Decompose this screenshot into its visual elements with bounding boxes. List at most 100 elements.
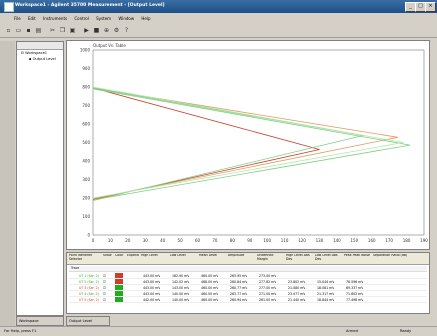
workspace-tree: ⊟ Workspace1 ▪ Output Level <box>16 41 64 316</box>
show-checkbox[interactable]: ☑ <box>103 280 106 284</box>
grid-column-header[interactable]: Mean Level <box>199 254 218 257</box>
table-cell: 71.802 mV <box>346 292 364 296</box>
menu-control[interactable]: Control <box>74 16 89 21</box>
y-tick-label: 400 <box>82 158 90 163</box>
table-cell: 142.02 mV <box>172 280 190 284</box>
table-row[interactable]: UT 1 (Ser. 2) ☑ 443.00 mV 182.90 mV 460.00 m… <box>69 273 427 279</box>
table-row[interactable]: UT 2 (Ser. 2) ☑ 443.00 mV 142.02 mV 468.00 m… <box>69 279 427 285</box>
x-tick-label: 100 <box>263 238 271 243</box>
menu-window[interactable]: Window <box>118 16 135 21</box>
grid-column-header[interactable]: Peak Peak Noise <box>344 254 371 257</box>
tree-root-label: Workspace1 <box>25 51 48 55</box>
grid-column-header[interactable]: Separation Ratio (dB) <box>373 254 408 257</box>
color-swatch[interactable] <box>115 279 123 284</box>
left-dock-strip <box>0 41 15 326</box>
table-cell: 273.00 mV <box>259 274 277 278</box>
settings-icon[interactable]: ⚙ <box>113 27 120 34</box>
x-tick-label: 180 <box>403 238 411 243</box>
menu-edit[interactable]: Edit <box>27 16 36 21</box>
save-icon[interactable]: ▪ <box>26 27 31 34</box>
y-tick-label: 200 <box>82 195 90 200</box>
table-cell: 140.00 mV <box>172 292 190 296</box>
color-swatch[interactable] <box>115 291 123 296</box>
status-help-text: For Help, press F1 <box>4 329 37 333</box>
table-cell: 23.802 mV <box>288 280 306 284</box>
menu-file[interactable]: File <box>14 16 21 21</box>
table-cell: 15.044 mV <box>317 280 335 284</box>
open-icon[interactable]: ▭ <box>15 27 22 34</box>
row-identifier: UT 2 (Ser. 2) <box>79 280 99 284</box>
x-tick-label: 160 <box>368 238 376 243</box>
grid-column-header[interactable]: Low Level Abs Dev <box>315 254 338 261</box>
menu-system[interactable]: System <box>96 16 112 21</box>
help-icon[interactable]: ? <box>124 27 129 34</box>
new-icon[interactable]: ▫ <box>6 27 11 34</box>
tab-workspace[interactable]: Workspace <box>16 316 64 326</box>
table-row[interactable]: UT 4 (Ser. 2) ☑ 443.00 mV 140.00 mV 460.00 m… <box>69 291 427 297</box>
status-ready: Ready <box>400 329 412 333</box>
grid-column-header[interactable]: High Level Abs Dev <box>286 254 310 261</box>
table-cell: 460.00 mV <box>201 274 219 278</box>
status-armed: Armed <box>346 329 358 333</box>
color-swatch[interactable] <box>115 297 123 302</box>
table-cell: 182.90 mV <box>172 274 190 278</box>
show-checkbox[interactable]: ☑ <box>103 286 106 290</box>
output-level-chart: Output Vs. Table 0 10 20 30 40 50 60 70 80 90 100 1… <box>80 43 428 243</box>
zoom-icon[interactable]: ⊕ <box>103 27 110 34</box>
table-cell: 277.82 mV <box>259 280 277 284</box>
x-tick-label: 110 <box>281 238 289 243</box>
menu-instruments[interactable]: Instruments <box>43 16 68 21</box>
tree-item-output-level[interactable]: ▪ Output Level <box>29 57 56 61</box>
grid-group-label: Trace <box>71 266 80 270</box>
color-swatch[interactable] <box>115 285 123 290</box>
table-cell: 460.00 mV <box>201 286 219 290</box>
grid-column-header[interactable]: Expand <box>127 254 139 257</box>
table-cell: 263.77 mV <box>230 292 248 296</box>
show-checkbox[interactable]: ☑ <box>103 274 106 278</box>
table-cell: 271.00 mV <box>259 292 277 296</box>
table-row[interactable]: UT 3 (Ser. 2) ☑ 443.00 mV 143.00 mV 460.00 m… <box>69 285 427 291</box>
tree-item-workspace[interactable]: ⊟ Workspace1 <box>21 51 48 55</box>
show-checkbox[interactable]: ☑ <box>103 292 106 296</box>
table-cell: 143.00 mV <box>172 286 190 290</box>
tab-output-level[interactable]: Output Level <box>66 316 110 326</box>
color-swatch[interactable] <box>115 273 123 278</box>
cut-icon[interactable]: ✂ <box>49 27 56 34</box>
table-cell: 260.94 mV <box>230 298 248 302</box>
y-tick-label: 700 <box>82 103 90 108</box>
app-icon <box>4 2 14 12</box>
grid-column-header[interactable]: Point Identifier Selector <box>69 254 93 261</box>
grid-column-header[interactable]: Amplitude <box>228 254 245 257</box>
grid-column-header[interactable]: Undefined Margin <box>257 254 274 261</box>
table-cell: 77.498 mV <box>346 298 364 302</box>
series-line-5 <box>92 86 404 199</box>
run-icon[interactable]: ▶ <box>84 27 89 34</box>
title-bar: Workspace1 - Agilent 35700 Measurement -… <box>0 0 437 13</box>
copy-icon[interactable]: ❐ <box>59 27 66 34</box>
y-tick-label: 0 <box>87 232 90 237</box>
x-tick-label: 30 <box>143 238 149 243</box>
grid-column-header[interactable]: Low Level <box>170 254 186 257</box>
grid-column-header[interactable]: High Level <box>141 254 158 257</box>
table-cell: 18.081 mV <box>317 286 335 290</box>
x-tick-label: 20 <box>125 238 131 243</box>
close-button[interactable]: × <box>425 2 436 12</box>
table-cell: 21.317 mV <box>317 292 335 296</box>
x-tick-label: 150 <box>350 238 358 243</box>
y-tick-label: 100 <box>82 214 90 219</box>
x-tick-label: 40 <box>160 238 166 243</box>
x-tick-label: 10 <box>108 238 114 243</box>
menu-help[interactable]: Help <box>141 16 151 21</box>
show-checkbox[interactable]: ☑ <box>103 298 106 302</box>
table-row[interactable]: UT 5 (Ser. 2) ☑ 442.00 mV 140.00 mV 460.00 m… <box>69 297 427 303</box>
print-icon[interactable]: ▤ <box>35 27 42 34</box>
plot-panel: Output Vs. Table 0 10 20 30 40 50 60 70 80 90 100 1… <box>66 40 430 250</box>
x-tick-label: 90 <box>247 238 253 243</box>
y-tick-label: 500 <box>82 140 90 145</box>
plot-area <box>92 49 425 236</box>
series-line-2 <box>92 87 398 200</box>
paste-icon[interactable]: ▣ <box>69 27 76 34</box>
grid-column-header[interactable]: Color <box>115 254 124 257</box>
stop-icon[interactable]: ■ <box>93 27 100 34</box>
grid-column-header[interactable]: Show <box>103 254 112 257</box>
